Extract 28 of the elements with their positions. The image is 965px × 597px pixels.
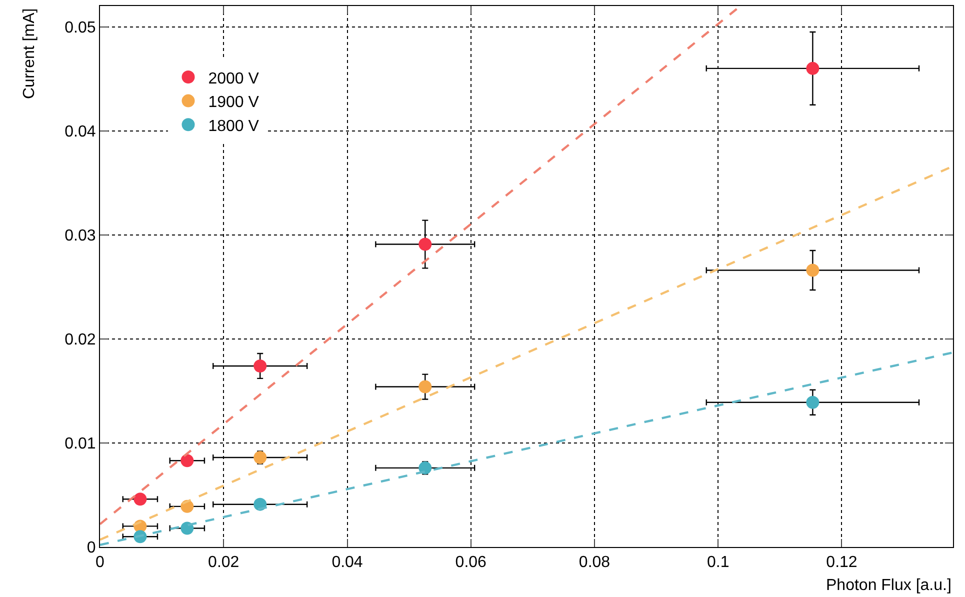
point bbox=[418, 380, 432, 394]
x-tick-label: 0.04 bbox=[332, 554, 363, 572]
x-tick-label: 0.02 bbox=[208, 554, 240, 572]
y-tick-label: 0.05 bbox=[64, 19, 96, 36]
point bbox=[806, 264, 820, 277]
y-tick-label: 0 bbox=[86, 540, 96, 557]
x-tick-label: 0.1 bbox=[706, 554, 730, 572]
point bbox=[180, 454, 194, 468]
y-tick-label: 0.02 bbox=[64, 332, 96, 349]
y-axis-title: Current [mA] bbox=[21, 8, 38, 99]
x-axis-title: Photon Flux [a.u.] bbox=[826, 577, 952, 594]
point bbox=[806, 62, 820, 75]
point bbox=[254, 451, 267, 464]
legend-label: 1800 V bbox=[208, 118, 260, 135]
x-tick-label: 0.06 bbox=[455, 554, 487, 572]
point bbox=[134, 492, 147, 506]
point bbox=[180, 522, 194, 535]
y-tick-label: 0.01 bbox=[64, 436, 96, 453]
legend-label: 2000 V bbox=[208, 70, 260, 88]
y-tick-label: 0.04 bbox=[64, 123, 96, 140]
point bbox=[254, 359, 267, 372]
y-tick-label: 0.03 bbox=[64, 227, 96, 244]
legend-label: 1900 V bbox=[208, 94, 260, 112]
x-tick-label: 0.08 bbox=[578, 554, 610, 572]
point bbox=[418, 461, 432, 474]
x-tick-label: 0.12 bbox=[826, 554, 858, 572]
point bbox=[418, 238, 432, 251]
point bbox=[806, 396, 820, 409]
